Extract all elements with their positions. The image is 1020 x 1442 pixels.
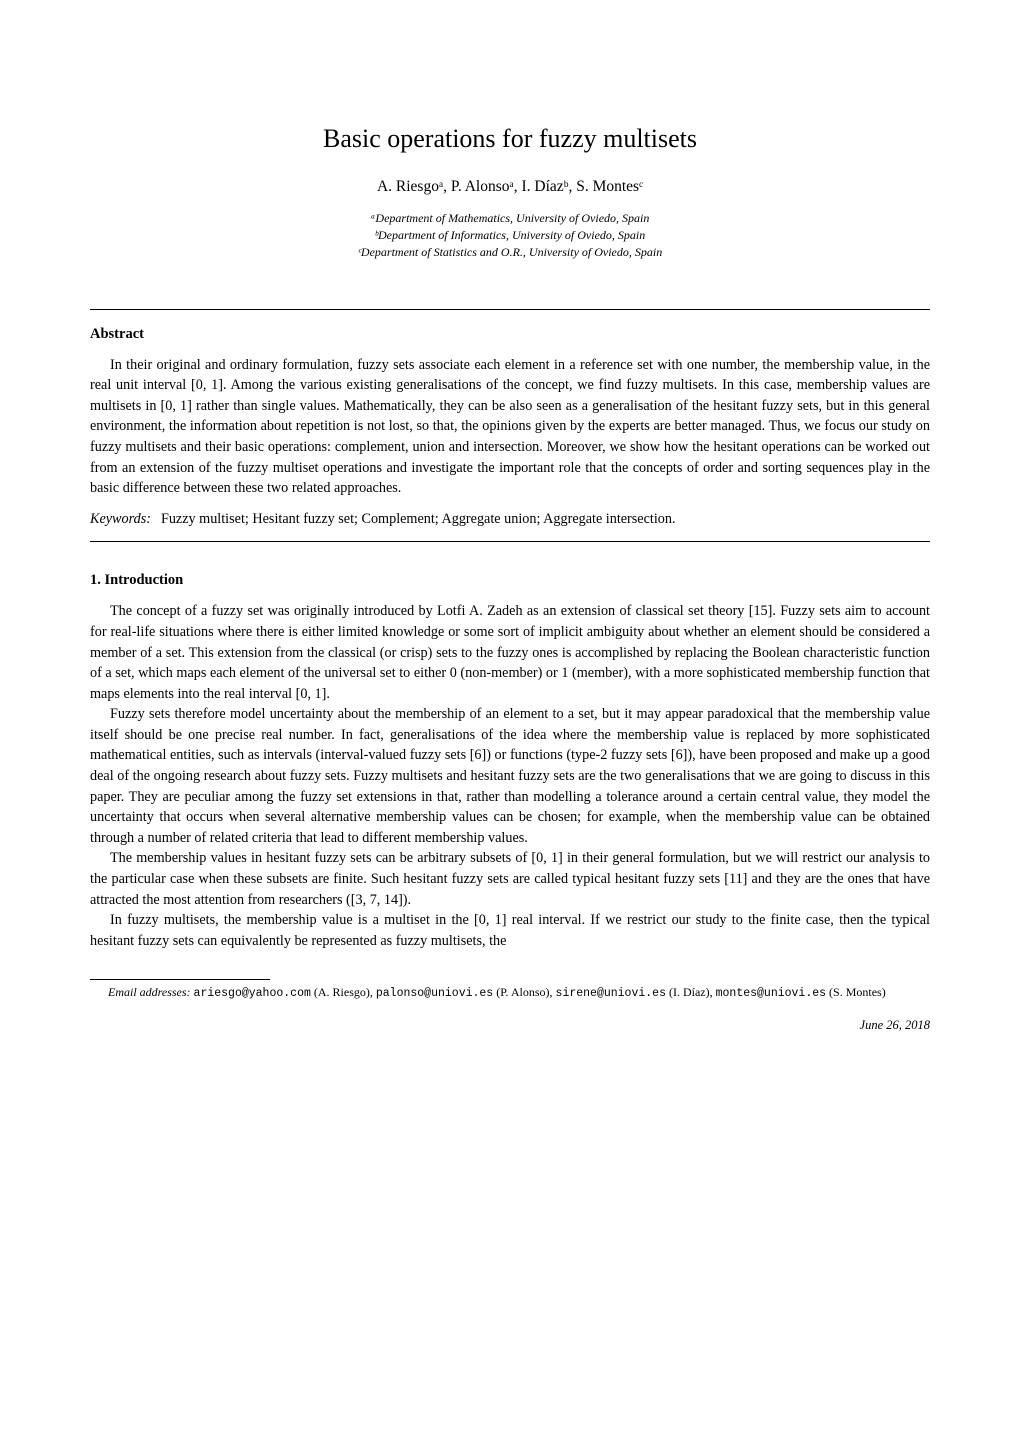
- affiliation-b: ᵇDepartment of Informatics, University o…: [90, 227, 930, 244]
- abstract-heading: Abstract: [90, 324, 930, 345]
- footnote-rule: [90, 979, 270, 980]
- section-1-para-4: In fuzzy multisets, the membership value…: [90, 910, 930, 951]
- section-1-para-1: The concept of a fuzzy set was originall…: [90, 601, 930, 704]
- email-1: ariesgo@yahoo.com: [194, 987, 311, 1000]
- email-3: sirene@uniovi.es: [556, 987, 666, 1000]
- abstract-text: In their original and ordinary formulati…: [90, 355, 930, 499]
- email-1-name: (A. Riesgo): [314, 985, 370, 999]
- divider-top: [90, 309, 930, 310]
- affiliation-a: ᵃDepartment of Mathematics, University o…: [90, 210, 930, 227]
- email-3-name: (I. Díaz): [669, 985, 710, 999]
- email-4-name: (S. Montes): [829, 985, 886, 999]
- keywords-content: Fuzzy multiset; Hesitant fuzzy set; Comp…: [161, 511, 676, 527]
- keywords-label: Keywords:: [90, 511, 151, 527]
- paper-title: Basic operations for fuzzy multisets: [90, 120, 930, 158]
- affiliation-c: ᶜDepartment of Statistics and O.R., Univ…: [90, 244, 930, 261]
- footnote-label: Email addresses:: [108, 985, 191, 999]
- section-1-heading: 1. Introduction: [90, 570, 930, 591]
- email-2-name: (P. Alonso): [496, 985, 549, 999]
- email-2: palonso@uniovi.es: [376, 987, 493, 1000]
- footnote-emails: Email addresses: ariesgo@yahoo.com (A. R…: [90, 984, 930, 1002]
- section-1-para-3: The membership values in hesitant fuzzy …: [90, 848, 930, 910]
- section-1-para-2: Fuzzy sets therefore model uncertainty a…: [90, 704, 930, 848]
- divider-bottom: [90, 541, 930, 542]
- email-4: montes@uniovi.es: [716, 987, 826, 1000]
- keywords-line: Keywords: Fuzzy multiset; Hesitant fuzzy …: [90, 509, 930, 530]
- authors-line: A. Riesgoᵃ, P. Alonsoᵃ, I. Díazᵇ, S. Mon…: [90, 176, 930, 198]
- page-date: June 26, 2018: [90, 1016, 930, 1034]
- affiliations-block: ᵃDepartment of Mathematics, University o…: [90, 210, 930, 260]
